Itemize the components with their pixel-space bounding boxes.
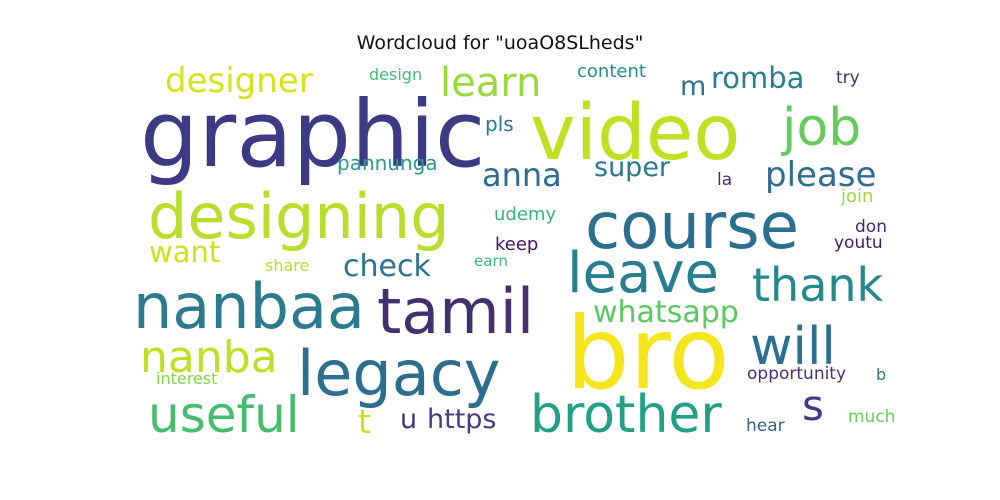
word-https: https bbox=[427, 404, 497, 435]
word-learn: learn bbox=[440, 60, 541, 106]
word-leave: leave bbox=[567, 241, 719, 306]
word-legacy: legacy bbox=[297, 337, 501, 410]
word-romba: romba bbox=[711, 61, 804, 95]
word-udemy: udemy bbox=[494, 204, 556, 225]
word-earn: earn bbox=[474, 252, 508, 270]
word-opportunity: opportunity bbox=[747, 364, 846, 384]
chart-title: Wordcloud for "uoaO8SLheds" bbox=[356, 32, 644, 54]
word-nanbaa: nanbaa bbox=[133, 270, 365, 343]
word-much: much bbox=[848, 407, 895, 427]
word-join: join bbox=[840, 186, 873, 207]
word-pls: pls bbox=[485, 112, 514, 136]
word-will: will bbox=[750, 317, 836, 377]
word-want: want bbox=[149, 235, 220, 269]
word-check: check bbox=[343, 249, 431, 284]
word-don: don bbox=[855, 217, 887, 237]
word-la: la bbox=[717, 170, 732, 190]
word-job: job bbox=[781, 98, 861, 158]
word-please: please bbox=[765, 155, 876, 195]
word-content: content bbox=[577, 61, 646, 82]
word-design: design bbox=[369, 65, 422, 84]
word-b: b bbox=[876, 365, 886, 384]
word-u: u bbox=[400, 404, 417, 435]
word-keep: keep bbox=[495, 234, 538, 255]
word-share: share bbox=[265, 256, 309, 275]
word-super: super bbox=[594, 152, 671, 183]
word-t: t bbox=[358, 402, 371, 441]
word-thank: thank bbox=[752, 258, 884, 312]
word-tamil: tamil bbox=[377, 275, 534, 348]
word-whatsapp: whatsapp bbox=[593, 295, 739, 330]
word-youtu: youtu bbox=[834, 233, 883, 253]
word-anna: anna bbox=[482, 156, 562, 194]
word-designing: designing bbox=[148, 180, 450, 253]
word-pannunga: pannunga bbox=[337, 151, 438, 175]
word-course: course bbox=[585, 190, 799, 264]
word-video: video bbox=[530, 89, 740, 178]
word-graphic: graphic bbox=[140, 81, 485, 188]
word-brother: brother bbox=[530, 385, 722, 445]
word-bro: bro bbox=[566, 295, 730, 412]
word-designer: designer bbox=[165, 61, 313, 101]
word-nanba: nanba bbox=[140, 332, 278, 383]
word-hear: hear bbox=[746, 416, 785, 436]
word-interest: interest bbox=[156, 369, 217, 388]
word-m: m bbox=[680, 71, 706, 102]
word-useful: useful bbox=[148, 386, 300, 444]
word-try: try bbox=[836, 68, 860, 88]
word-s: s bbox=[802, 381, 824, 430]
